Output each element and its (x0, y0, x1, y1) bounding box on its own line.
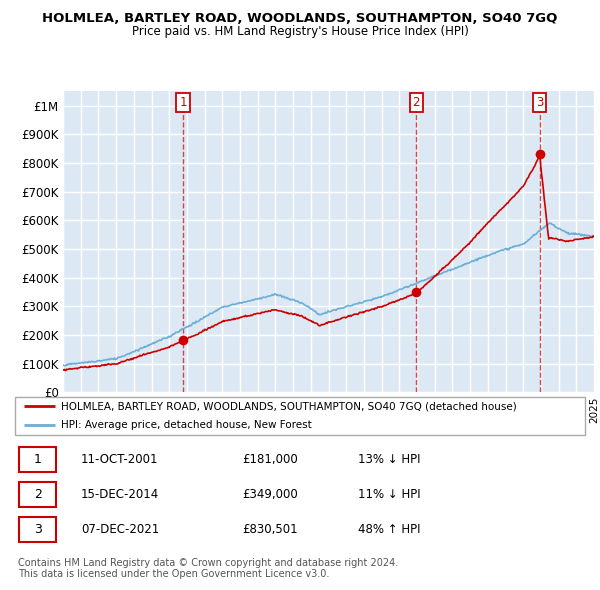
Text: 07-DEC-2021: 07-DEC-2021 (81, 523, 160, 536)
Text: 3: 3 (34, 523, 41, 536)
Text: 11% ↓ HPI: 11% ↓ HPI (358, 488, 420, 501)
Text: 1: 1 (179, 96, 187, 109)
Text: HPI: Average price, detached house, New Forest: HPI: Average price, detached house, New … (61, 421, 312, 431)
FancyBboxPatch shape (15, 396, 585, 435)
Text: 11-OCT-2001: 11-OCT-2001 (81, 453, 158, 466)
Text: Price paid vs. HM Land Registry's House Price Index (HPI): Price paid vs. HM Land Registry's House … (131, 25, 469, 38)
FancyBboxPatch shape (19, 482, 56, 507)
Text: 1: 1 (34, 453, 41, 466)
Text: 48% ↑ HPI: 48% ↑ HPI (358, 523, 420, 536)
Text: Contains HM Land Registry data © Crown copyright and database right 2024.: Contains HM Land Registry data © Crown c… (18, 558, 398, 568)
FancyBboxPatch shape (19, 517, 56, 542)
FancyBboxPatch shape (19, 447, 56, 472)
Text: 3: 3 (536, 96, 544, 109)
Text: 2: 2 (413, 96, 420, 109)
Text: 13% ↓ HPI: 13% ↓ HPI (358, 453, 420, 466)
Text: £830,501: £830,501 (242, 523, 298, 536)
Text: This data is licensed under the Open Government Licence v3.0.: This data is licensed under the Open Gov… (18, 569, 329, 579)
Text: HOLMLEA, BARTLEY ROAD, WOODLANDS, SOUTHAMPTON, SO40 7GQ (detached house): HOLMLEA, BARTLEY ROAD, WOODLANDS, SOUTHA… (61, 401, 517, 411)
Text: £349,000: £349,000 (242, 488, 298, 501)
Text: £181,000: £181,000 (242, 453, 298, 466)
Text: HOLMLEA, BARTLEY ROAD, WOODLANDS, SOUTHAMPTON, SO40 7GQ: HOLMLEA, BARTLEY ROAD, WOODLANDS, SOUTHA… (43, 12, 557, 25)
Text: 15-DEC-2014: 15-DEC-2014 (81, 488, 160, 501)
Text: 2: 2 (34, 488, 41, 501)
